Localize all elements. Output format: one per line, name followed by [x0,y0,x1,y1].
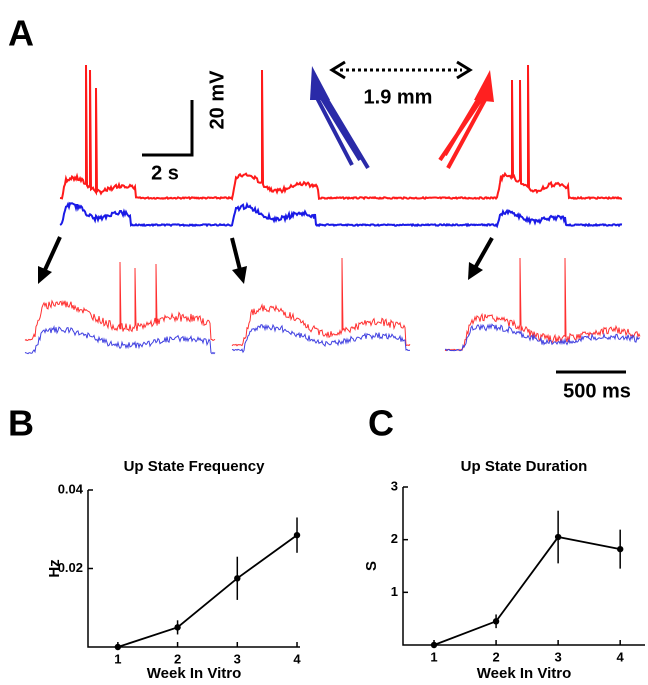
y-axis-label: Hz [46,559,63,577]
data-point [114,643,122,651]
trace [59,201,623,229]
x-tick-label: 1 [114,651,121,666]
data-point [492,618,500,625]
x-tick-label: 4 [293,651,301,666]
axes [402,487,645,646]
data-point [293,531,301,539]
chart-title: Up State Duration [461,458,588,475]
time-scale: 2 s [151,162,179,184]
trace [231,257,411,347]
scale-bar [142,100,194,157]
trace [231,323,411,354]
red-electrode [438,70,494,169]
chart-title: Up State Frequency [124,458,266,475]
data-point [174,624,181,631]
trace [24,325,216,355]
x-tick-label: 2 [174,651,181,666]
x-tick-label: 1 [430,649,437,664]
x-tick-label: 4 [617,649,625,664]
y-tick-label: 0.04 [58,481,84,496]
voltage-scale: 20 mV [206,70,228,130]
data-point [234,575,241,582]
distance-label: 1.9 mm [364,86,433,108]
panel-label: C [368,403,394,444]
trace [59,64,623,201]
inset-time-scale: 500 ms [563,380,631,402]
trace [444,323,640,352]
zoom-arrows [38,236,494,284]
traces [24,64,641,355]
x-tick-label: 3 [234,651,241,666]
data-line [117,534,298,648]
data-line [433,536,621,646]
x-tick-label: 3 [555,649,562,664]
data-point [554,533,562,541]
y-tick-label: 1 [391,584,398,599]
x-tick-label: 2 [492,649,499,664]
y-tick-label: 3 [391,478,398,493]
panel-label: B [8,403,34,444]
x-axis-label: Week In Vitro [477,665,571,682]
arrow-heads [329,60,473,80]
trace [24,261,216,342]
y-tick-label: 0.02 [58,560,83,575]
panel-label: A [8,13,34,54]
blue-electrode [310,66,370,170]
axes [87,490,300,648]
y-axis-label: S [363,561,380,571]
trace [444,257,641,352]
data-point [430,641,438,649]
y-tick-label: 2 [391,531,398,546]
data-point [616,545,624,553]
x-axis-label: Week In Vitro [147,665,241,682]
